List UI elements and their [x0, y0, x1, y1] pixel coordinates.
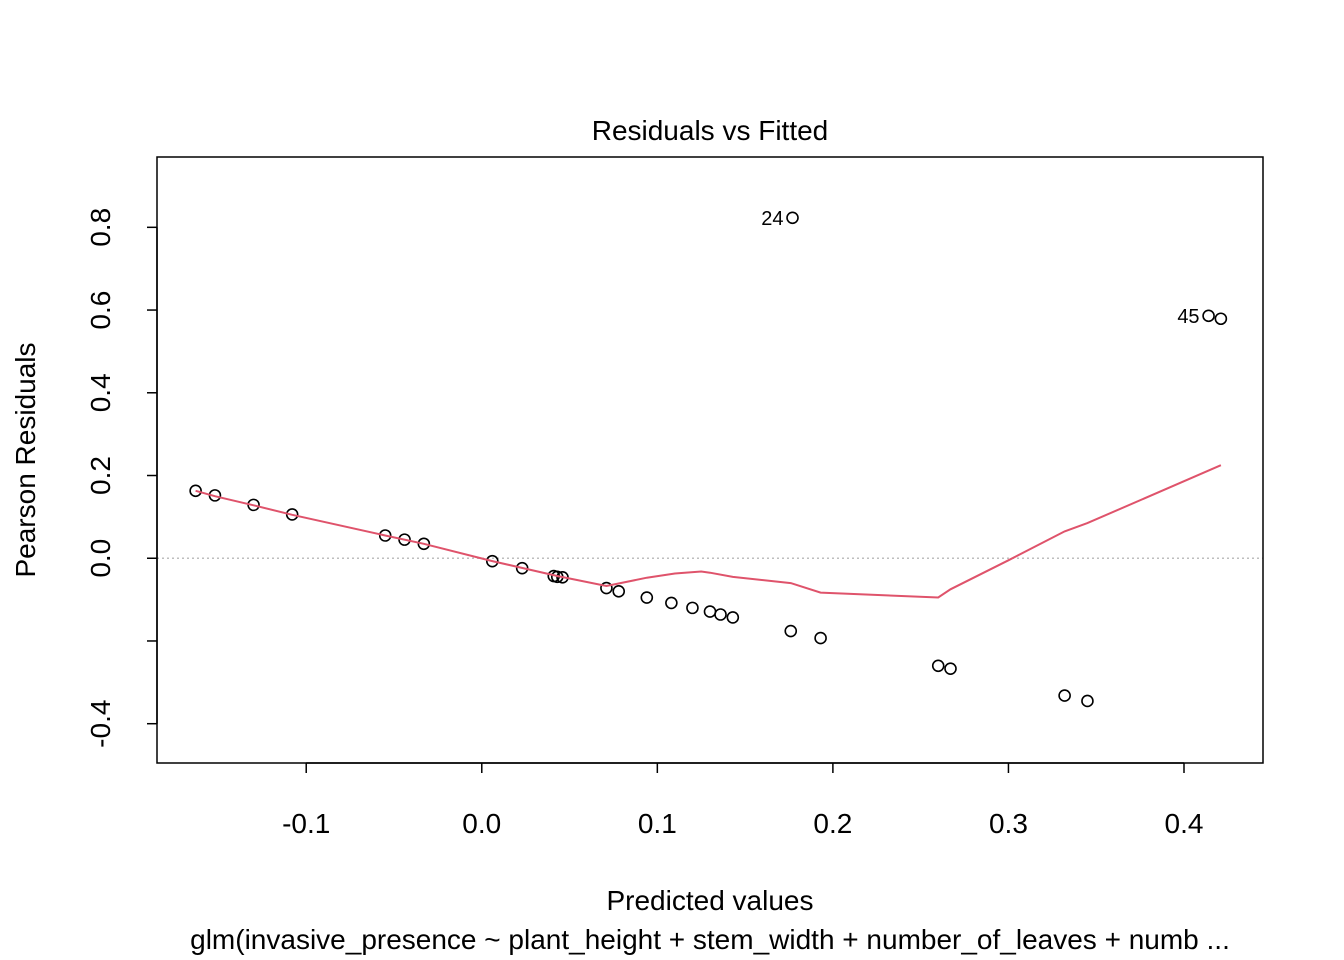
residual-point	[931, 659, 945, 673]
x-tick-label: -0.1	[282, 808, 330, 839]
y-tick-label: 0.6	[85, 291, 116, 330]
residual-point	[417, 537, 431, 551]
y-tick-label: 0.4	[85, 373, 116, 412]
chart-title: Residuals vs Fitted	[592, 115, 829, 146]
x-tick-label: 0.0	[462, 808, 501, 839]
plot-area: 24 45	[157, 208, 1263, 708]
point-label: 45	[1177, 306, 1199, 328]
residual-point	[814, 631, 827, 645]
residual-point	[665, 596, 678, 610]
residual-point	[486, 554, 499, 568]
residual-point	[640, 591, 654, 604]
smooth-line	[195, 464, 1222, 599]
residual-point	[944, 662, 957, 675]
residual-point	[784, 624, 798, 638]
residual-point	[600, 581, 613, 595]
residual-point	[714, 608, 727, 621]
residual-point	[1202, 309, 1215, 323]
y-tick-label: 0.8	[85, 208, 116, 247]
residual-point	[398, 533, 411, 546]
x-axis: -0.1 0.0 0.1 0.2 0.3 0.4	[282, 762, 1204, 839]
point-label: 24	[761, 208, 783, 230]
y-tick-label: 0.2	[85, 456, 116, 495]
plot-frame	[156, 156, 1264, 764]
residual-point	[726, 611, 740, 624]
residual-point	[1058, 689, 1071, 702]
y-tick-label: -0.4	[85, 700, 116, 748]
residual-point	[189, 484, 202, 498]
residual-point	[378, 529, 392, 542]
x-tick-label: 0.2	[813, 808, 852, 839]
residual-point	[1081, 694, 1094, 708]
y-axis: -0.4 0.0 0.2 0.4 0.6 0.8	[85, 208, 158, 748]
y-axis-label: Pearson Residuals	[10, 342, 41, 577]
residual-point	[612, 585, 626, 598]
x-tick-label: 0.1	[638, 808, 677, 839]
x-tick-label: 0.3	[989, 808, 1028, 839]
y-tick-label: 0.0	[85, 539, 116, 578]
x-tick-label: 0.4	[1165, 808, 1204, 839]
residual-point	[515, 561, 529, 575]
residual-point	[1214, 312, 1228, 326]
chart-subtitle: glm(invasive_presence ~ plant_height + s…	[190, 924, 1230, 955]
residual-point	[703, 605, 717, 618]
residual-point	[686, 601, 699, 615]
residual-point	[786, 211, 799, 225]
x-axis-label: Predicted values	[606, 885, 813, 916]
